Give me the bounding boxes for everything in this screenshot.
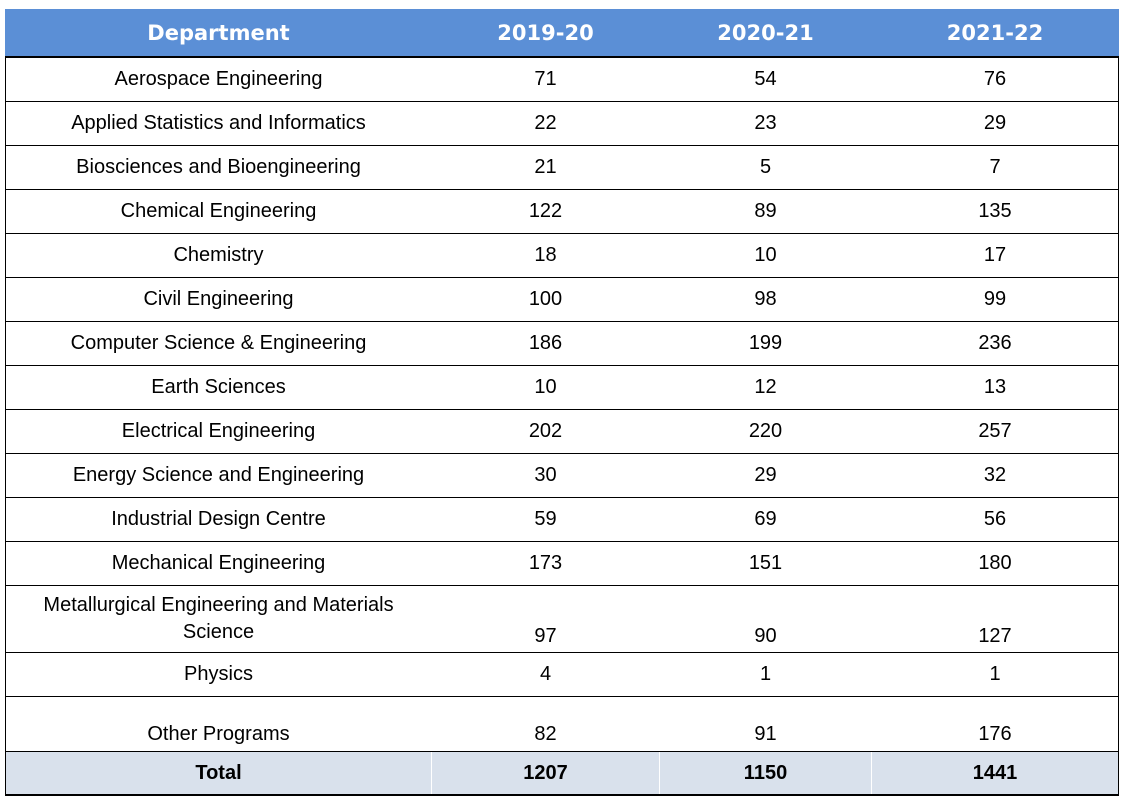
table-row: Industrial Design Centre 59 69 56 <box>5 497 1119 542</box>
value-cell-2019-20: 30 <box>431 453 660 498</box>
department-cell: Civil Engineering <box>5 277 432 322</box>
value-cell-2020-21: 89 <box>659 189 872 234</box>
value-cell-2021-22: 17 <box>871 233 1119 278</box>
value-cell-2020-21: 90 <box>659 585 872 653</box>
value-cell-2020-21: 151 <box>659 541 872 586</box>
header-row: Department 2019-20 2020-21 2021-22 <box>5 9 1119 58</box>
table-header: Department 2019-20 2020-21 2021-22 <box>5 9 1119 58</box>
department-cell: Computer Science & Engineering <box>5 321 432 366</box>
value-cell-2021-22: 56 <box>871 497 1119 542</box>
total-label: Total <box>5 751 432 796</box>
department-cell: Energy Science and Engineering <box>5 453 432 498</box>
value-cell-2019-20: 173 <box>431 541 660 586</box>
table-row: Applied Statistics and Informatics 22 23… <box>5 101 1119 146</box>
value-cell-2021-22: 7 <box>871 145 1119 190</box>
value-cell-2020-21: 91 <box>659 696 872 752</box>
table-row: Electrical Engineering 202 220 257 <box>5 409 1119 454</box>
value-cell-2019-20: 59 <box>431 497 660 542</box>
value-cell-2019-20: 100 <box>431 277 660 322</box>
department-cell: Applied Statistics and Informatics <box>5 101 432 146</box>
header-2019-20: 2019-20 <box>431 9 660 58</box>
value-cell-2020-21: 5 <box>659 145 872 190</box>
value-cell-2019-20: 21 <box>431 145 660 190</box>
value-cell-2021-22: 32 <box>871 453 1119 498</box>
value-cell-2019-20: 22 <box>431 101 660 146</box>
value-cell-2020-21: 1 <box>659 652 872 697</box>
value-cell-2020-21: 10 <box>659 233 872 278</box>
department-cell: Chemical Engineering <box>5 189 432 234</box>
value-cell-2019-20: 71 <box>431 57 660 102</box>
department-cell: Earth Sciences <box>5 365 432 410</box>
table-row: Mechanical Engineering 173 151 180 <box>5 541 1119 586</box>
department-cell: Electrical Engineering <box>5 409 432 454</box>
value-cell-2019-20: 186 <box>431 321 660 366</box>
department-cell: Mechanical Engineering <box>5 541 432 586</box>
total-2019-20: 1207 <box>431 751 660 796</box>
value-cell-2021-22: 180 <box>871 541 1119 586</box>
department-cell: Aerospace Engineering <box>5 57 432 102</box>
department-cell: Chemistry <box>5 233 432 278</box>
header-2020-21: 2020-21 <box>659 9 872 58</box>
value-cell-2020-21: 199 <box>659 321 872 366</box>
total-row: Total 1207 1150 1441 <box>5 751 1119 796</box>
department-cell: Physics <box>5 652 432 697</box>
table-body: Aerospace Engineering 71 54 76 Applied S… <box>5 57 1119 796</box>
value-cell-2020-21: 220 <box>659 409 872 454</box>
value-cell-2020-21: 29 <box>659 453 872 498</box>
table-row: Metallurgical Engineering and Materials … <box>5 585 1119 653</box>
table-row: Other Programs 82 91 176 <box>5 696 1119 752</box>
value-cell-2021-22: 127 <box>871 585 1119 653</box>
value-cell-2021-22: 236 <box>871 321 1119 366</box>
value-cell-2019-20: 4 <box>431 652 660 697</box>
total-2020-21: 1150 <box>659 751 872 796</box>
value-cell-2021-22: 257 <box>871 409 1119 454</box>
value-cell-2019-20: 122 <box>431 189 660 234</box>
value-cell-2020-21: 69 <box>659 497 872 542</box>
department-cell: Other Programs <box>5 696 432 752</box>
department-cell: Industrial Design Centre <box>5 497 432 542</box>
value-cell-2021-22: 176 <box>871 696 1119 752</box>
department-table: Department 2019-20 2020-21 2021-22 Aeros… <box>5 9 1119 796</box>
value-cell-2021-22: 99 <box>871 277 1119 322</box>
value-cell-2021-22: 13 <box>871 365 1119 410</box>
value-cell-2021-22: 135 <box>871 189 1119 234</box>
table-row: Aerospace Engineering 71 54 76 <box>5 57 1119 102</box>
table-row: Energy Science and Engineering 30 29 32 <box>5 453 1119 498</box>
value-cell-2020-21: 98 <box>659 277 872 322</box>
value-cell-2021-22: 1 <box>871 652 1119 697</box>
table-row: Chemistry 18 10 17 <box>5 233 1119 278</box>
table-row: Earth Sciences 10 12 13 <box>5 365 1119 410</box>
value-cell-2019-20: 10 <box>431 365 660 410</box>
table-row: Biosciences and Bioengineering 21 5 7 <box>5 145 1119 190</box>
department-table-container: Department 2019-20 2020-21 2021-22 Aeros… <box>5 9 1119 796</box>
department-cell: Biosciences and Bioengineering <box>5 145 432 190</box>
total-2021-22: 1441 <box>871 751 1119 796</box>
value-cell-2020-21: 54 <box>659 57 872 102</box>
table-row: Chemical Engineering 122 89 135 <box>5 189 1119 234</box>
value-cell-2020-21: 23 <box>659 101 872 146</box>
table-row: Computer Science & Engineering 186 199 2… <box>5 321 1119 366</box>
value-cell-2020-21: 12 <box>659 365 872 410</box>
value-cell-2019-20: 202 <box>431 409 660 454</box>
header-2021-22: 2021-22 <box>871 9 1119 58</box>
value-cell-2021-22: 29 <box>871 101 1119 146</box>
value-cell-2021-22: 76 <box>871 57 1119 102</box>
value-cell-2019-20: 82 <box>431 696 660 752</box>
table-row: Physics 4 1 1 <box>5 652 1119 697</box>
table-row: Civil Engineering 100 98 99 <box>5 277 1119 322</box>
header-department: Department <box>5 9 432 58</box>
value-cell-2019-20: 18 <box>431 233 660 278</box>
value-cell-2019-20: 97 <box>431 585 660 653</box>
department-cell: Metallurgical Engineering and Materials … <box>5 585 432 653</box>
